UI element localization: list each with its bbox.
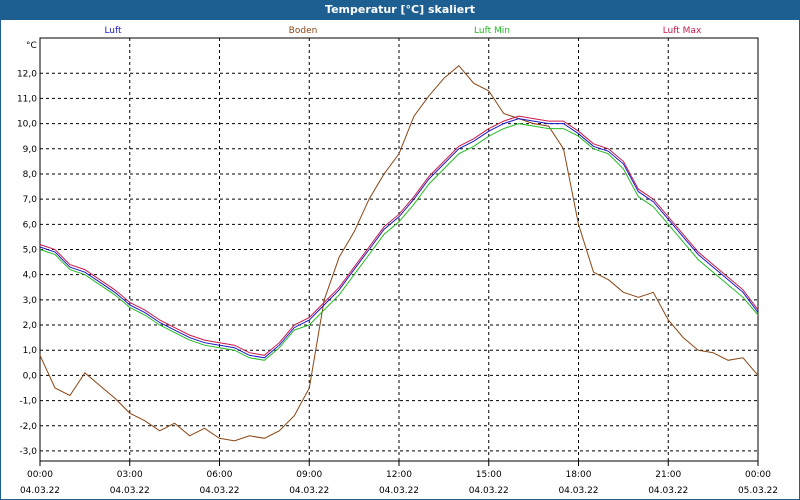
y-tick-label: 5,0: [23, 246, 38, 256]
x-tick-date: 04.03.22: [469, 486, 509, 496]
y-tick-label: -1,0: [19, 397, 37, 407]
x-tick-date: 05.03.22: [738, 486, 778, 496]
legend-entry: Luft Min: [474, 26, 510, 36]
x-tick-time: 12:00: [386, 470, 412, 480]
y-tick-label: 4,0: [23, 271, 38, 281]
y-tick-label: 11,0: [17, 94, 37, 104]
y-unit-label: °C: [26, 41, 37, 51]
x-tick-date: 04.03.22: [379, 486, 419, 496]
y-tick-label: 6,0: [23, 220, 38, 230]
y-tick-label: 12,0: [17, 69, 37, 79]
series-line-boden: [39, 64, 759, 442]
y-tick-label: -3,0: [19, 447, 37, 457]
y-tick-label: 8,0: [23, 170, 38, 180]
x-tick-time: 00:00: [745, 470, 771, 480]
y-tick-label: 0,0: [23, 371, 38, 381]
x-tick-date: 04.03.22: [110, 486, 150, 496]
legend-entry: Boden: [289, 26, 318, 36]
x-tick-date: 04.03.22: [20, 486, 60, 496]
x-tick-time: 09:00: [296, 470, 322, 480]
legend-entry: Luft Max: [663, 26, 702, 36]
y-tick-label: 7,0: [23, 195, 38, 205]
y-tick-label: 1,0: [23, 346, 38, 356]
y-tick-label: 9,0: [23, 145, 38, 155]
y-tick-label: 2,0: [23, 321, 38, 331]
x-tick-time: 21:00: [655, 470, 681, 480]
x-tick-time: 06:00: [207, 470, 233, 480]
x-tick-time: 18:00: [566, 470, 592, 480]
series-line-luft-max: [39, 115, 759, 356]
series-line-luft: [39, 118, 759, 359]
y-tick-label: 3,0: [23, 296, 38, 306]
series-line-luft-min: [39, 123, 759, 361]
x-tick-time: 03:00: [117, 470, 143, 480]
x-tick-date: 04.03.22: [558, 486, 598, 496]
x-axis-ticks: 00:00 04.03.22 03:00 04.03.22 06:00 04.03.22 0…: [20, 461, 778, 496]
y-axis-ticks: 12,0 11,0 10,0 9,0 8,0 7,0 6,0 5,0 4,0 3,0 2,0 1,0 0…: [17, 69, 37, 457]
x-tick-time: 00:00: [27, 470, 53, 480]
grid: [40, 38, 758, 461]
legend-entry: Luft: [104, 26, 122, 36]
y-tick-label: -2,0: [19, 422, 37, 432]
y-tick-label: 10,0: [17, 120, 37, 130]
x-tick-date: 04.03.22: [289, 486, 329, 496]
x-tick-date: 04.03.22: [199, 486, 239, 496]
chart-title: Temperatur [°C] skaliert: [0, 0, 800, 19]
x-tick-date: 04.03.22: [648, 486, 688, 496]
legend: Luft Boden Luft Min Luft Max: [104, 26, 702, 36]
series-group: [39, 64, 759, 442]
x-tick-time: 15:00: [476, 470, 502, 480]
